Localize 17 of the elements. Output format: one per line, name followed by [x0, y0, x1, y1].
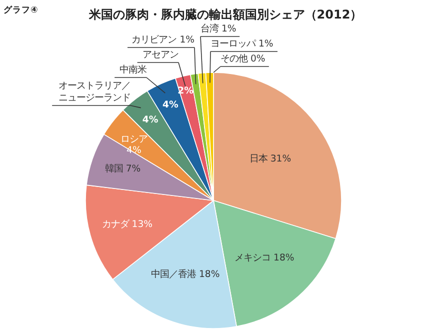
slice-label: カリビアン 1%	[132, 34, 195, 46]
slice-label: ロシア	[120, 134, 148, 145]
slice-label: 中南米	[120, 64, 146, 76]
data-label: 4%	[142, 114, 159, 126]
slice-label: オーストラリア／ニュージーランド	[58, 80, 130, 104]
slice-label: メキシコ 18%	[234, 252, 294, 264]
slice-label: 台湾 1%	[200, 24, 236, 34]
text: グラフ④	[4, 4, 38, 16]
slice-label: ヨーロッパ 1%	[210, 38, 274, 50]
slice-label: アセアン	[142, 50, 178, 60]
slice-label: カナダ 13%	[102, 219, 153, 230]
chart-title: 米国の豚肉・豚内臓の輸出額国別シェア（2012）	[88, 8, 362, 22]
slice-label: 中国／香港 18%	[151, 269, 220, 280]
slice-label: 韓国 7%	[104, 164, 141, 175]
data-label: 4%	[162, 99, 179, 110]
category-label: その他 0%	[220, 54, 266, 64]
slice-label: 日本 31%	[249, 153, 292, 164]
